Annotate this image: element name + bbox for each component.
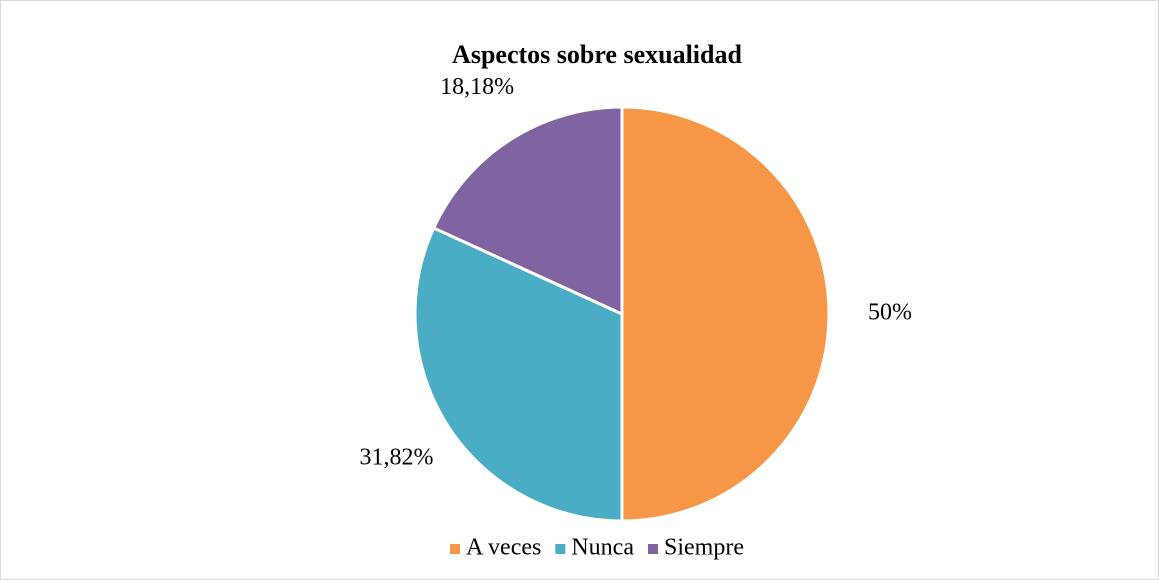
data-label: 31,82%	[360, 444, 434, 470]
data-label: 18,18%	[440, 74, 514, 100]
data-label: 50%	[868, 300, 912, 326]
legend-label: Nunca	[571, 535, 634, 561]
pie-slice	[413, 225, 624, 523]
legend: A veces Nunca Siempre	[450, 535, 744, 561]
legend-swatch	[450, 544, 461, 554]
pie-slice	[431, 105, 624, 317]
chart-title: Aspectos sobre sexualidad	[452, 40, 742, 69]
pie-slice	[620, 105, 831, 523]
legend-swatch	[647, 544, 658, 554]
legend-label: A veces	[466, 535, 541, 561]
legend-swatch	[555, 544, 566, 554]
legend-label: Siempre	[664, 535, 744, 561]
